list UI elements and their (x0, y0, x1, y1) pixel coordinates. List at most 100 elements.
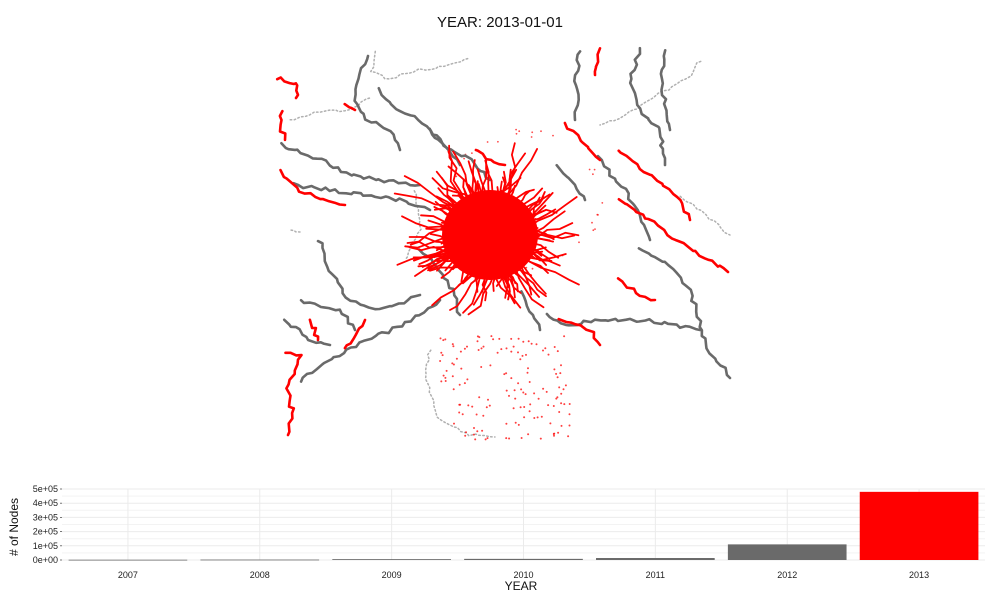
network-route (299, 298, 357, 332)
sparse-node (467, 404, 470, 407)
x-tick-label: 2007 (118, 570, 138, 580)
sparse-node (531, 131, 534, 134)
sparse-node (517, 423, 520, 426)
sparse-node (528, 381, 531, 383)
sparse-node (556, 376, 559, 379)
sparse-node (490, 335, 493, 338)
sparse-node (536, 416, 539, 419)
sparse-node (451, 362, 454, 365)
network-route (377, 86, 462, 167)
sparse-node (505, 422, 508, 425)
sparse-node (452, 345, 455, 348)
network-route (555, 163, 587, 202)
bar-2007 (68, 559, 188, 561)
sparse-node (568, 403, 571, 405)
bar-2012 (727, 544, 847, 560)
sparse-node (444, 376, 447, 379)
sparse-node (505, 372, 508, 375)
sparse-node (452, 388, 455, 391)
sparse-node (592, 229, 595, 232)
y-tick-label: 2e+05 (33, 527, 58, 537)
network-route (299, 298, 442, 383)
sparse-node (485, 406, 488, 409)
sparse-node (531, 267, 534, 270)
sparse-node (458, 383, 461, 386)
highlight-route (617, 149, 692, 222)
x-axis-ticks: 2007 2008 2009 2010 2011 2012 2013 (118, 570, 929, 580)
sparse-node (476, 430, 479, 433)
sparse-node (521, 354, 524, 357)
x-tick-label: 2010 (513, 570, 533, 580)
sparse-node (557, 431, 560, 434)
faint-route (599, 60, 702, 126)
highlight-route (617, 198, 730, 274)
sparse-node (523, 416, 526, 419)
network-route (282, 318, 332, 347)
highlight-route (284, 351, 303, 437)
sparse-node (527, 367, 529, 370)
sparse-node (517, 337, 520, 340)
sparse-node (519, 406, 522, 409)
sparse-node (444, 380, 447, 382)
sparse-node (568, 413, 571, 416)
sparse-node (527, 433, 530, 436)
sparse-node (500, 348, 503, 351)
sparse-node (544, 347, 547, 350)
sparse-node (522, 340, 525, 343)
sparse-node (540, 130, 542, 133)
highlight-route (593, 47, 602, 77)
sparse-node (535, 343, 538, 346)
sparse-node (466, 345, 468, 348)
network-route (428, 127, 492, 182)
sparse-node (472, 433, 475, 436)
sparse-node (486, 437, 489, 440)
map-title: YEAR: 2013-01-01 (437, 14, 563, 31)
network-route (573, 50, 582, 122)
sparse-node (440, 380, 443, 383)
highlight-route (343, 318, 367, 350)
sparse-node (471, 152, 473, 155)
sparse-node (568, 424, 571, 427)
sparse-node (445, 369, 448, 372)
sparse-node (458, 411, 461, 414)
sparse-node (489, 364, 492, 367)
sparse-node (517, 351, 519, 354)
sparse-node (515, 132, 518, 135)
sparse-node (526, 371, 529, 374)
network-route (353, 54, 402, 152)
sparse-node (555, 372, 558, 375)
x-axis-title: YEAR (505, 579, 538, 593)
sparse-node (465, 431, 467, 434)
sparse-node (484, 438, 487, 441)
x-tick-label: 2012 (777, 570, 797, 580)
sparse-node (473, 427, 475, 429)
faint-route (404, 190, 422, 261)
sparse-node (523, 406, 526, 408)
sparse-node (463, 382, 466, 385)
sparse-node (492, 338, 495, 341)
bar-2011 (596, 558, 715, 560)
sparse-node (520, 437, 523, 439)
sparse-node (505, 347, 508, 350)
network-route (520, 290, 542, 332)
network-route (545, 312, 702, 332)
sparse-node (488, 404, 491, 407)
sparse-node (517, 382, 520, 385)
sparse-node (530, 136, 533, 138)
bar-2009 (332, 559, 451, 560)
sparse-node (530, 342, 533, 345)
highlight-route (278, 109, 287, 142)
sparse-node (510, 377, 513, 380)
sparse-node (512, 345, 515, 348)
network-route (280, 141, 422, 187)
highlight-route (343, 102, 357, 112)
sparse-node (486, 141, 489, 143)
sparse-node (482, 414, 485, 417)
sparse-node (591, 221, 593, 224)
sparse-node (475, 413, 478, 416)
sparse-node (463, 347, 466, 350)
sparse-node (510, 337, 513, 340)
sparse-node (553, 434, 555, 437)
